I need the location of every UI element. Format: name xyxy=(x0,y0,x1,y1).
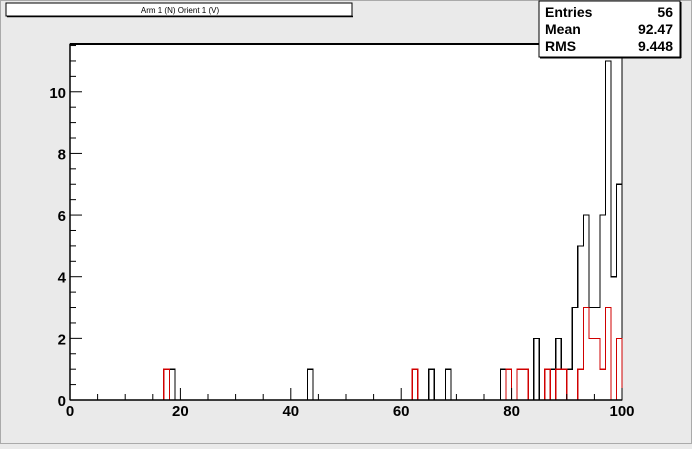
x-tick-label: 20 xyxy=(172,403,189,420)
axes-layer: 0 20 40 60 80 100 0 2 4 6 8 10 xyxy=(49,44,635,420)
stats-entries-value: 56 xyxy=(657,4,673,20)
chart-title: Arm 1 (N) Orient 1 (V) xyxy=(141,6,220,15)
stats-entries-label: Entries xyxy=(545,4,593,20)
stats-rms-value: 9.448 xyxy=(638,38,673,54)
y-tick-label: 10 xyxy=(49,85,66,102)
stats-mean-label: Mean xyxy=(545,21,581,37)
x-tick-label: 80 xyxy=(503,403,520,420)
y-tick-label: 8 xyxy=(58,146,66,163)
x-tick-label: 60 xyxy=(393,403,410,420)
title-box: Arm 1 (N) Orient 1 (V) xyxy=(5,2,353,18)
x-tick-label: 0 xyxy=(66,403,74,420)
stats-rms-label: RMS xyxy=(545,38,576,54)
y-tick-label: 6 xyxy=(58,208,66,225)
y-tick-label: 2 xyxy=(58,331,66,348)
x-tick-label: 100 xyxy=(609,403,634,420)
y-tick-label: 0 xyxy=(58,393,66,410)
stats-mean-value: 92.47 xyxy=(638,21,673,37)
x-tick-label: 40 xyxy=(282,403,299,420)
y-tick-label: 4 xyxy=(58,270,67,287)
plot-area xyxy=(69,43,623,401)
stats-box: Entries 56 Mean 92.47 RMS 9.448 xyxy=(538,0,682,59)
